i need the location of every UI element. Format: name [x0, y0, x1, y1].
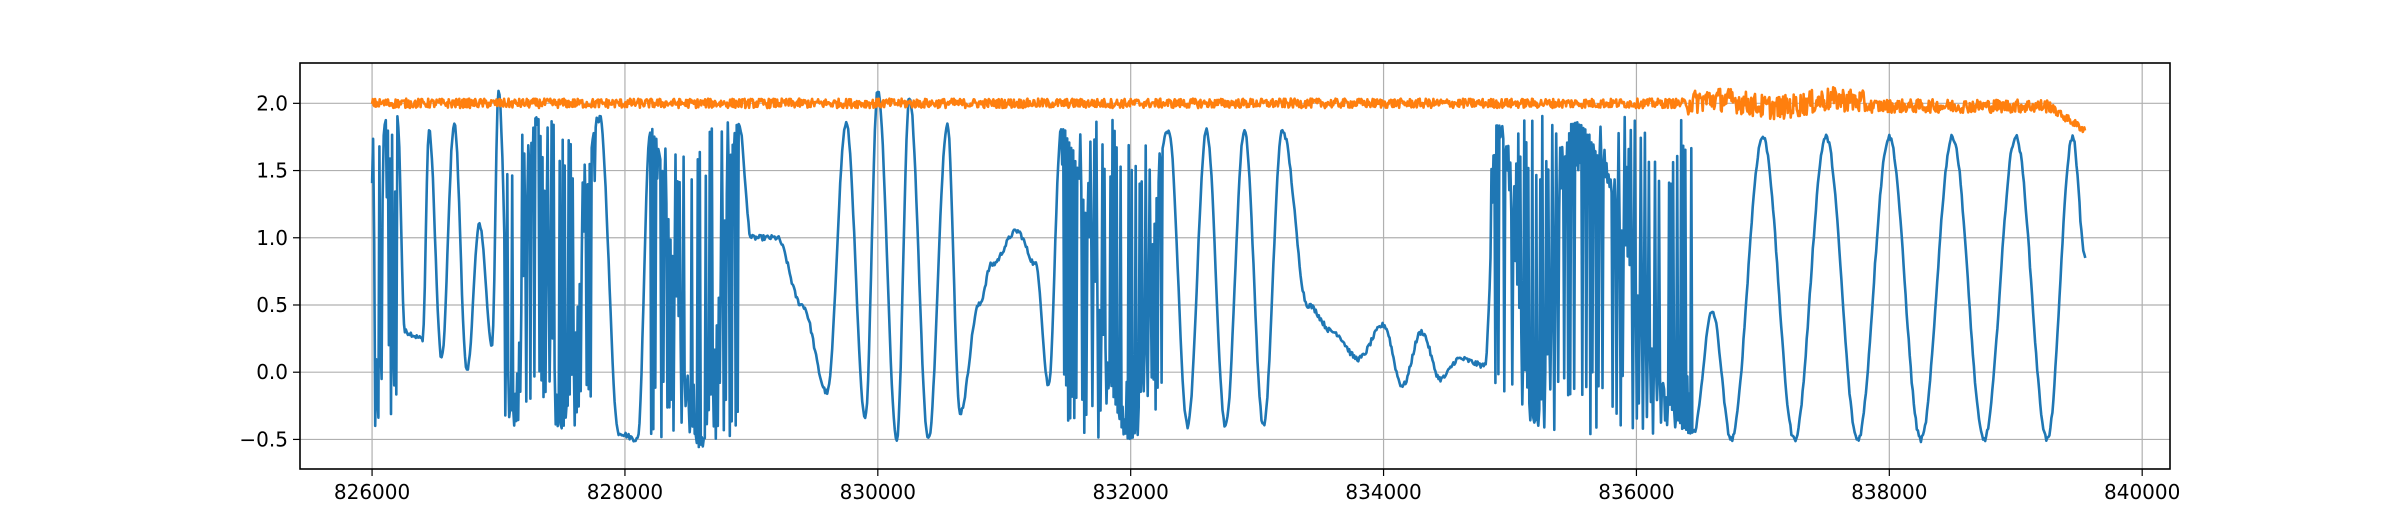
series-line-2: [370, 86, 2087, 134]
y-axis: −0.5 0.0 0.5 1.0 1.5 2.0: [239, 91, 300, 451]
series-line-1: [370, 89, 2087, 449]
x-tick-label: 832000: [1093, 480, 1169, 504]
x-tick-label: 840000: [2104, 480, 2180, 504]
x-axis: 826000 828000 830000 832000 834000 836000 8380…: [334, 469, 2180, 504]
x-tick-label: 838000: [1851, 480, 1927, 504]
y-tick-label: 1.5: [256, 159, 288, 183]
x-tick-label: 828000: [587, 480, 663, 504]
x-tick-label: 830000: [840, 480, 916, 504]
x-tick-label: 836000: [1598, 480, 1674, 504]
y-tick-label: 0.0: [256, 360, 288, 384]
y-tick-label: 2.0: [256, 91, 288, 115]
x-tick-label: 826000: [334, 480, 410, 504]
y-tick-label: 0.5: [256, 293, 288, 317]
series-layer: [370, 86, 2087, 449]
y-tick-label: 1.0: [256, 226, 288, 250]
y-tick-label: −0.5: [239, 427, 288, 451]
plot-frame: [299, 62, 2171, 470]
x-tick-label: 834000: [1345, 480, 1421, 504]
